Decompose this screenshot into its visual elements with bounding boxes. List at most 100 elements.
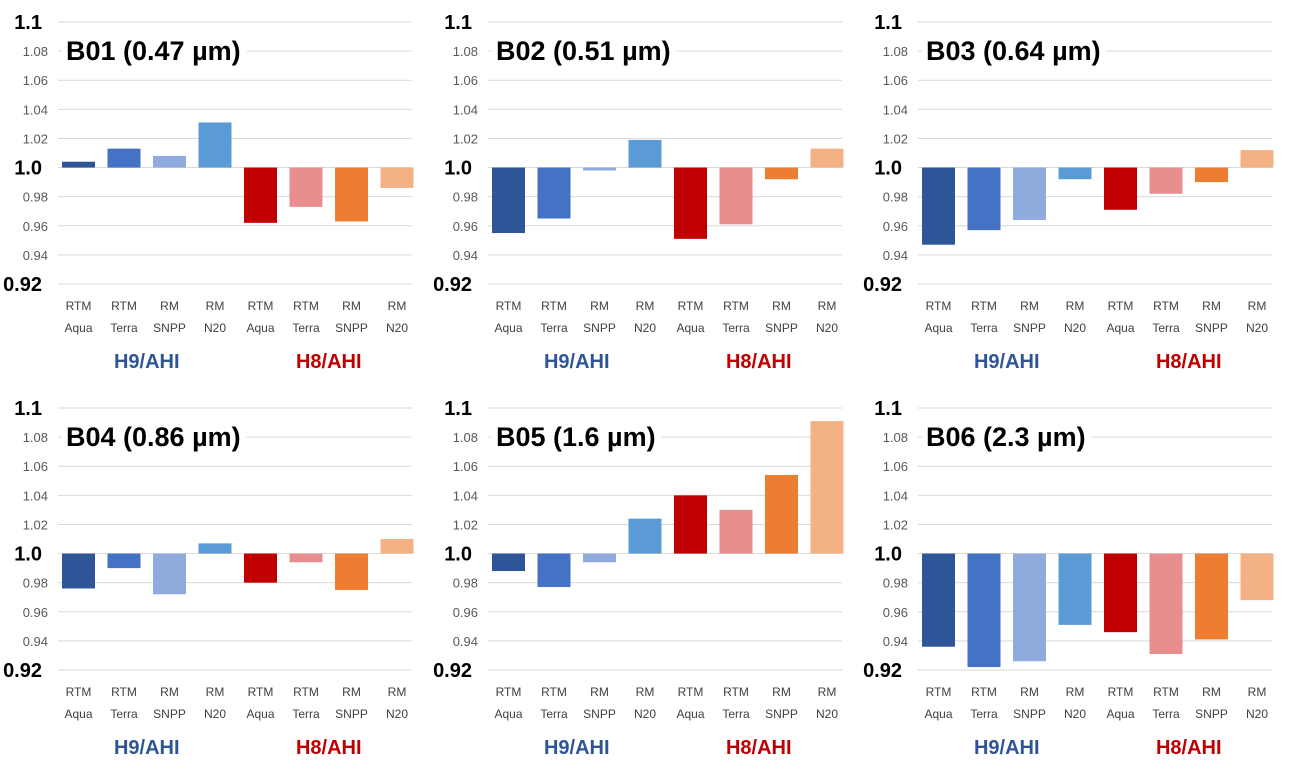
y-tick-label: 0.92	[863, 274, 902, 296]
bar	[1013, 553, 1046, 662]
bar	[674, 167, 707, 239]
bar	[628, 139, 662, 168]
x-tick-label: RTM	[926, 299, 952, 313]
x-tick-label: RM	[342, 685, 361, 699]
bar	[62, 553, 95, 589]
bar	[1104, 553, 1137, 633]
y-tick-label: 1.08	[23, 44, 48, 59]
x-tick-label: N20	[1246, 707, 1268, 721]
y-tick-label: 1.0	[444, 158, 472, 180]
y-tick-label: 1.02	[23, 517, 48, 532]
x-tick-label: RTM	[926, 685, 952, 699]
x-tick-label: RTM	[971, 299, 997, 313]
bar	[107, 553, 141, 569]
x-tick-label: SNPP	[765, 321, 798, 335]
x-tick-label: RTM	[678, 685, 704, 699]
chart-panel: 0.92 0.94 0.96 0.98 1.0 1.02 1.04 1.06 1.08 1.1 B0…	[860, 386, 1290, 770]
y-tick-label: 0.96	[883, 605, 908, 620]
x-tick-label: RTM	[248, 299, 274, 313]
chart-svg: 0.92 0.94 0.96 0.98 1.0 1.02 1.04 1.06 1.08 1.1 B0…	[3, 12, 414, 373]
x-tick-label: RTM	[541, 685, 567, 699]
group-label: H9/AHI	[114, 737, 180, 759]
x-tick-label: RTM	[1108, 685, 1134, 699]
x-tick-label: Terra	[970, 321, 998, 335]
x-tick-label: RM	[636, 299, 655, 313]
x-tick-label: N20	[386, 707, 408, 721]
x-tick-label: N20	[1246, 321, 1268, 335]
group-label: H8/AHI	[1156, 351, 1222, 373]
x-tick-label: N20	[204, 707, 226, 721]
x-tick-label: RM	[818, 299, 837, 313]
x-tick-label: RTM	[111, 299, 137, 313]
x-tick-label: Aqua	[676, 707, 704, 721]
y-tick-label: 1.1	[14, 398, 42, 420]
x-tick-label: RM	[342, 299, 361, 313]
y-tick-label: 0.94	[883, 634, 908, 649]
x-tick-label: RM	[590, 685, 609, 699]
bar	[380, 539, 414, 554]
bar	[628, 518, 662, 554]
x-tick-label: RM	[206, 685, 225, 699]
chart-panel: 0.92 0.94 0.96 0.98 1.0 1.02 1.04 1.06 1.08 1.1 B0…	[430, 0, 860, 384]
y-tick-label: 0.92	[433, 660, 472, 682]
x-tick-label: Aqua	[924, 707, 952, 721]
x-tick-label: SNPP	[153, 321, 186, 335]
bar	[1149, 167, 1183, 194]
y-tick-label: 0.98	[453, 190, 478, 205]
title-background	[922, 412, 1092, 462]
y-tick-label: 0.96	[23, 219, 48, 234]
bar	[335, 553, 368, 590]
chart-svg: 0.92 0.94 0.96 0.98 1.0 1.02 1.04 1.06 1.08 1.1 B0…	[863, 12, 1274, 373]
x-tick-label: Terra	[110, 707, 138, 721]
x-tick-label: Aqua	[64, 707, 92, 721]
bar	[1195, 167, 1228, 183]
y-tick-label: 1.06	[883, 459, 908, 474]
title-background	[62, 26, 247, 76]
x-tick-label: SNPP	[1013, 707, 1046, 721]
x-tick-label: SNPP	[1195, 321, 1228, 335]
x-tick-label: RM	[1202, 685, 1221, 699]
y-tick-label: 0.94	[453, 634, 478, 649]
y-tick-label: 1.04	[883, 102, 908, 117]
y-tick-label: 1.06	[23, 73, 48, 88]
chart-title: B04 (0.86 µm)	[66, 422, 241, 452]
y-tick-label: 1.0	[444, 544, 472, 566]
y-tick-label: 1.02	[453, 517, 478, 532]
y-tick-label: 1.04	[23, 102, 48, 117]
y-tick-label: 1.04	[883, 488, 908, 503]
bar	[537, 167, 571, 219]
x-tick-label: RM	[1066, 685, 1085, 699]
x-tick-label: Aqua	[494, 707, 522, 721]
x-tick-label: Terra	[1152, 321, 1180, 335]
group-label: H8/AHI	[726, 351, 792, 373]
x-tick-label: N20	[634, 321, 656, 335]
y-tick-label: 0.96	[883, 219, 908, 234]
x-tick-label: Terra	[292, 321, 320, 335]
x-tick-label: Terra	[722, 707, 750, 721]
y-tick-label: 1.06	[453, 73, 478, 88]
chart-title: B06 (2.3 µm)	[926, 422, 1086, 452]
y-tick-label: 1.02	[23, 131, 48, 146]
y-tick-label: 0.96	[23, 605, 48, 620]
x-tick-label: RTM	[293, 299, 319, 313]
x-tick-label: Terra	[540, 707, 568, 721]
chart-title: B02 (0.51 µm)	[496, 36, 671, 66]
bar	[1104, 167, 1137, 210]
x-tick-label: N20	[1064, 707, 1086, 721]
group-label: H9/AHI	[544, 737, 610, 759]
y-tick-label: 1.02	[883, 517, 908, 532]
x-tick-label: Aqua	[1106, 707, 1134, 721]
group-label: H8/AHI	[726, 737, 792, 759]
bar	[810, 421, 844, 554]
group-label: H8/AHI	[296, 351, 362, 373]
x-tick-label: RM	[636, 685, 655, 699]
y-tick-label: 1.1	[444, 12, 472, 34]
x-tick-label: RTM	[1153, 685, 1179, 699]
y-tick-label: 1.0	[874, 544, 902, 566]
chart-title: B03 (0.64 µm)	[926, 36, 1101, 66]
x-tick-label: RM	[160, 299, 179, 313]
y-tick-label: 0.94	[453, 248, 478, 263]
y-tick-label: 1.02	[883, 131, 908, 146]
x-tick-label: SNPP	[335, 321, 368, 335]
x-tick-label: Aqua	[64, 321, 92, 335]
